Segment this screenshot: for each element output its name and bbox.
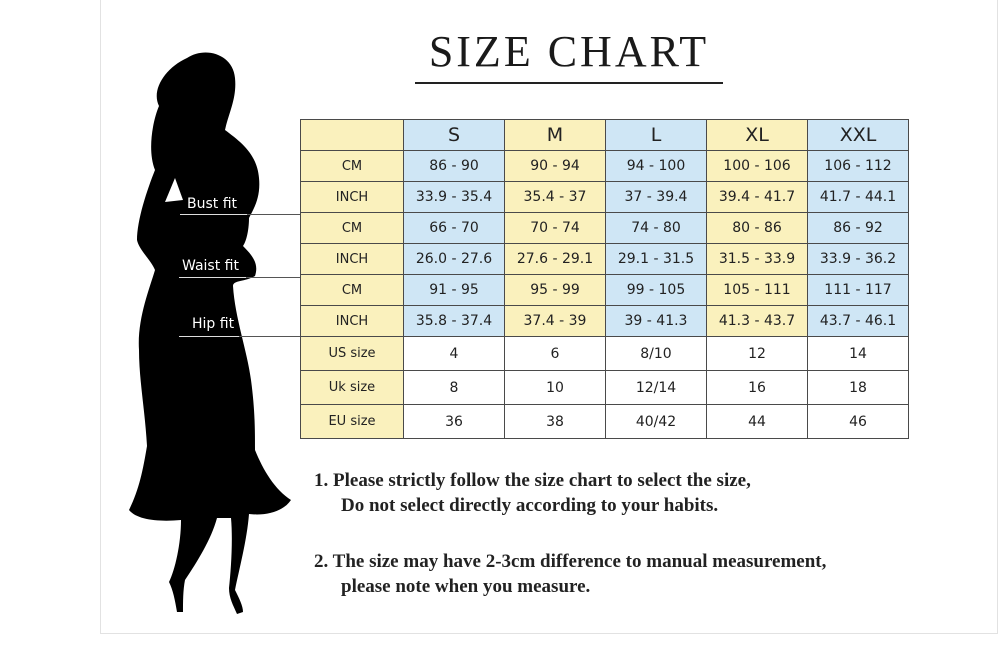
note-1-line-2: Do not select directly according to your… [341,495,719,516]
size-value-cell: 36 [403,404,505,439]
table-row: EU size 36 38 40/42 44 46 [300,404,909,439]
note-2-line-2: please note when you measure. [341,576,591,597]
size-value-cell: 91 - 95 [403,274,505,306]
note-2-line-1: 2. The size may have 2-3cm difference to… [314,551,827,572]
size-value-cell: 40/42 [605,404,707,439]
row-label: CM [300,274,404,306]
size-value-cell: 86 - 92 [807,212,909,244]
size-value-cell: 95 - 99 [504,274,606,306]
size-header: M [504,119,606,151]
size-value-cell: 27.6 - 29.1 [504,243,606,275]
size-value-cell: 99 - 105 [605,274,707,306]
size-table: S M L XL XXL CM 86 - 90 90 - 94 94 - 100 100… [300,119,909,439]
size-value-cell: 44 [706,404,808,439]
size-value-cell: 12 [706,336,808,371]
table-row: CM 66 - 70 70 - 74 74 - 80 80 - 86 86 - 92 [300,212,909,244]
size-value-cell: 43.7 - 46.1 [807,305,909,337]
waist-fit-label: Waist fit [182,258,239,274]
size-value-cell: 39 - 41.3 [605,305,707,337]
image-frame [100,0,998,634]
table-row: INCH 35.8 - 37.4 37.4 - 39 39 - 41.3 41.3 - … [300,305,909,337]
hip-fit-underline [179,336,239,337]
table-row: US size 4 6 8/10 12 14 [300,336,909,371]
note-1: 1. Please strictly follow the size chart… [314,468,751,518]
header-blank [300,119,404,151]
table-row: CM 91 - 95 95 - 99 99 - 105 105 - 111 111 - 1… [300,274,909,306]
size-value-cell: 90 - 94 [504,150,606,182]
size-header: L [605,119,707,151]
size-header: S [403,119,505,151]
size-value-cell: 18 [807,370,909,405]
size-value-cell: 35.8 - 37.4 [403,305,505,337]
size-value-cell: 41.7 - 44.1 [807,181,909,213]
size-value-cell: 38 [504,404,606,439]
page-title: SIZE CHART [428,27,710,76]
row-label: INCH [300,305,404,337]
bust-fit-label: Bust fit [187,196,238,212]
size-value-cell: 4 [403,336,505,371]
woman-silhouette [129,52,291,615]
title-underline [415,82,723,84]
size-value-cell: 39.4 - 41.7 [706,181,808,213]
hip-fit-line [239,336,300,337]
row-label: US size [300,336,404,371]
size-value-cell: 111 - 117 [807,274,909,306]
table-row: CM 86 - 90 90 - 94 94 - 100 100 - 106 106 - 1… [300,150,909,182]
table-row: INCH 33.9 - 35.4 35.4 - 37 37 - 39.4 39.4 - … [300,181,909,213]
waist-fit-underline [179,277,246,278]
table-row: INCH 26.0 - 27.6 27.6 - 29.1 29.1 - 31.5 31.… [300,243,909,275]
row-label: CM [300,212,404,244]
size-value-cell: 14 [807,336,909,371]
size-value-cell: 10 [504,370,606,405]
bust-fit-line [247,214,300,215]
row-label: EU size [300,404,404,439]
size-value-cell: 35.4 - 37 [504,181,606,213]
size-value-cell: 41.3 - 43.7 [706,305,808,337]
bust-fit-underline [180,214,247,215]
size-value-cell: 94 - 100 [605,150,707,182]
size-value-cell: 33.9 - 36.2 [807,243,909,275]
size-value-cell: 6 [504,336,606,371]
size-value-cell: 46 [807,404,909,439]
note-1-line-1: 1. Please strictly follow the size chart… [314,470,751,491]
size-value-cell: 29.1 - 31.5 [605,243,707,275]
size-value-cell: 16 [706,370,808,405]
size-header: XL [706,119,808,151]
row-label: CM [300,150,404,182]
size-value-cell: 8 [403,370,505,405]
size-header: XXL [807,119,909,151]
row-label: INCH [300,181,404,213]
size-value-cell: 37 - 39.4 [605,181,707,213]
size-value-cell: 66 - 70 [403,212,505,244]
size-value-cell: 100 - 106 [706,150,808,182]
size-value-cell: 37.4 - 39 [504,305,606,337]
row-label: Uk size [300,370,404,405]
hip-fit-label: Hip fit [192,316,235,332]
size-value-cell: 70 - 74 [504,212,606,244]
size-value-cell: 80 - 86 [706,212,808,244]
waist-fit-line [246,277,300,278]
size-value-cell: 12/14 [605,370,707,405]
size-value-cell: 26.0 - 27.6 [403,243,505,275]
size-value-cell: 105 - 111 [706,274,808,306]
size-value-cell: 31.5 - 33.9 [706,243,808,275]
row-label: INCH [300,243,404,275]
size-value-cell: 8/10 [605,336,707,371]
note-2: 2. The size may have 2-3cm difference to… [314,549,826,599]
table-row: Uk size 8 10 12/14 16 18 [300,370,909,405]
size-value-cell: 86 - 90 [403,150,505,182]
size-value-cell: 74 - 80 [605,212,707,244]
size-value-cell: 33.9 - 35.4 [403,181,505,213]
size-value-cell: 106 - 112 [807,150,909,182]
size-header-row: S M L XL XXL [300,119,909,151]
